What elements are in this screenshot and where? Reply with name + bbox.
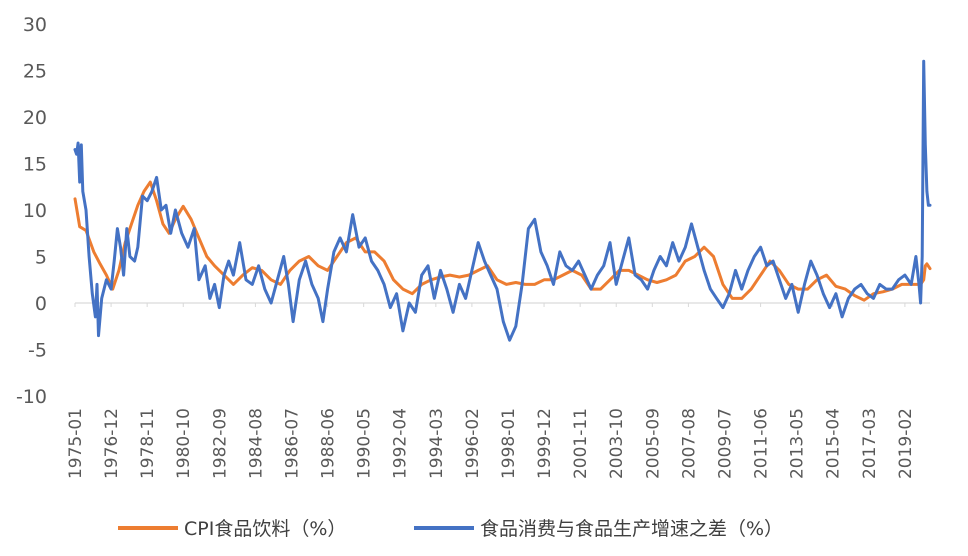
legend-item-cpi: CPI食品饮料（%） — [118, 514, 346, 541]
y-tick-label: -5 — [28, 340, 47, 362]
legend: CPI食品饮料（%） 食品消费与食品生产增速之差（%） — [0, 514, 968, 548]
legend-swatch-gap — [414, 525, 474, 530]
y-tick-label: 0 — [35, 293, 47, 315]
legend-label-gap: 食品消费与食品生产增速之差（%） — [480, 518, 784, 540]
y-tick-label: 25 — [23, 61, 47, 83]
legend-swatch-cpi — [118, 525, 178, 530]
y-axis: 30 25 20 15 10 5 0 -5 -10 — [16, 14, 47, 408]
legend-label-cpi: CPI食品饮料（%） — [184, 518, 347, 540]
x-tick-label: 1984-08 — [246, 408, 266, 479]
x-tick-label: 1998-01 — [499, 408, 519, 479]
x-tick-label: 1988-06 — [319, 408, 339, 479]
y-tick-label: 30 — [23, 14, 47, 36]
series-line-consumption-production-gap — [73, 59, 932, 342]
x-tick-label: 2005-09 — [643, 408, 663, 479]
x-tick-label: 1982-09 — [210, 408, 230, 479]
y-tick-label: 10 — [23, 200, 47, 222]
y-tick-label: 5 — [35, 247, 47, 269]
series-layer — [73, 59, 932, 342]
y-tick-label: 15 — [23, 154, 47, 176]
x-tick-label: 2009-07 — [715, 408, 735, 479]
x-tick-label: 2015-04 — [824, 408, 844, 479]
x-tick-label: 1986-07 — [282, 408, 302, 479]
x-tick-label: 2001-11 — [571, 408, 591, 479]
x-axis: 1975-01 1976-12 1978-11 1980-10 1982-09 1984-… — [66, 303, 916, 479]
x-tick-label: 2007-08 — [679, 408, 699, 479]
x-tick-label: 2011-06 — [752, 408, 772, 479]
x-tick-label: 1996-02 — [463, 408, 483, 479]
x-tick-label: 1976-12 — [102, 408, 122, 479]
x-tick-label: 2017-03 — [860, 408, 880, 479]
x-tick-label: 2019-02 — [896, 408, 916, 479]
legend-item-gap: 食品消费与食品生产增速之差（%） — [414, 514, 783, 541]
x-tick-label: 1990-05 — [355, 408, 375, 479]
y-tick-label: 20 — [23, 107, 47, 129]
x-tick-label: 1975-01 — [66, 408, 86, 479]
x-tick-label: 1994-03 — [427, 408, 447, 479]
x-tick-label: 1980-10 — [174, 408, 194, 479]
x-tick-label: 2013-05 — [788, 408, 808, 479]
x-tick-label: 1999-12 — [535, 408, 555, 479]
x-tick-label: 2003-10 — [607, 408, 627, 479]
y-tick-label: -10 — [16, 386, 47, 408]
x-tick-label: 1978-11 — [138, 408, 158, 479]
series-line-cpi-food — [73, 180, 932, 302]
x-tick-label: 1992-04 — [391, 408, 411, 479]
